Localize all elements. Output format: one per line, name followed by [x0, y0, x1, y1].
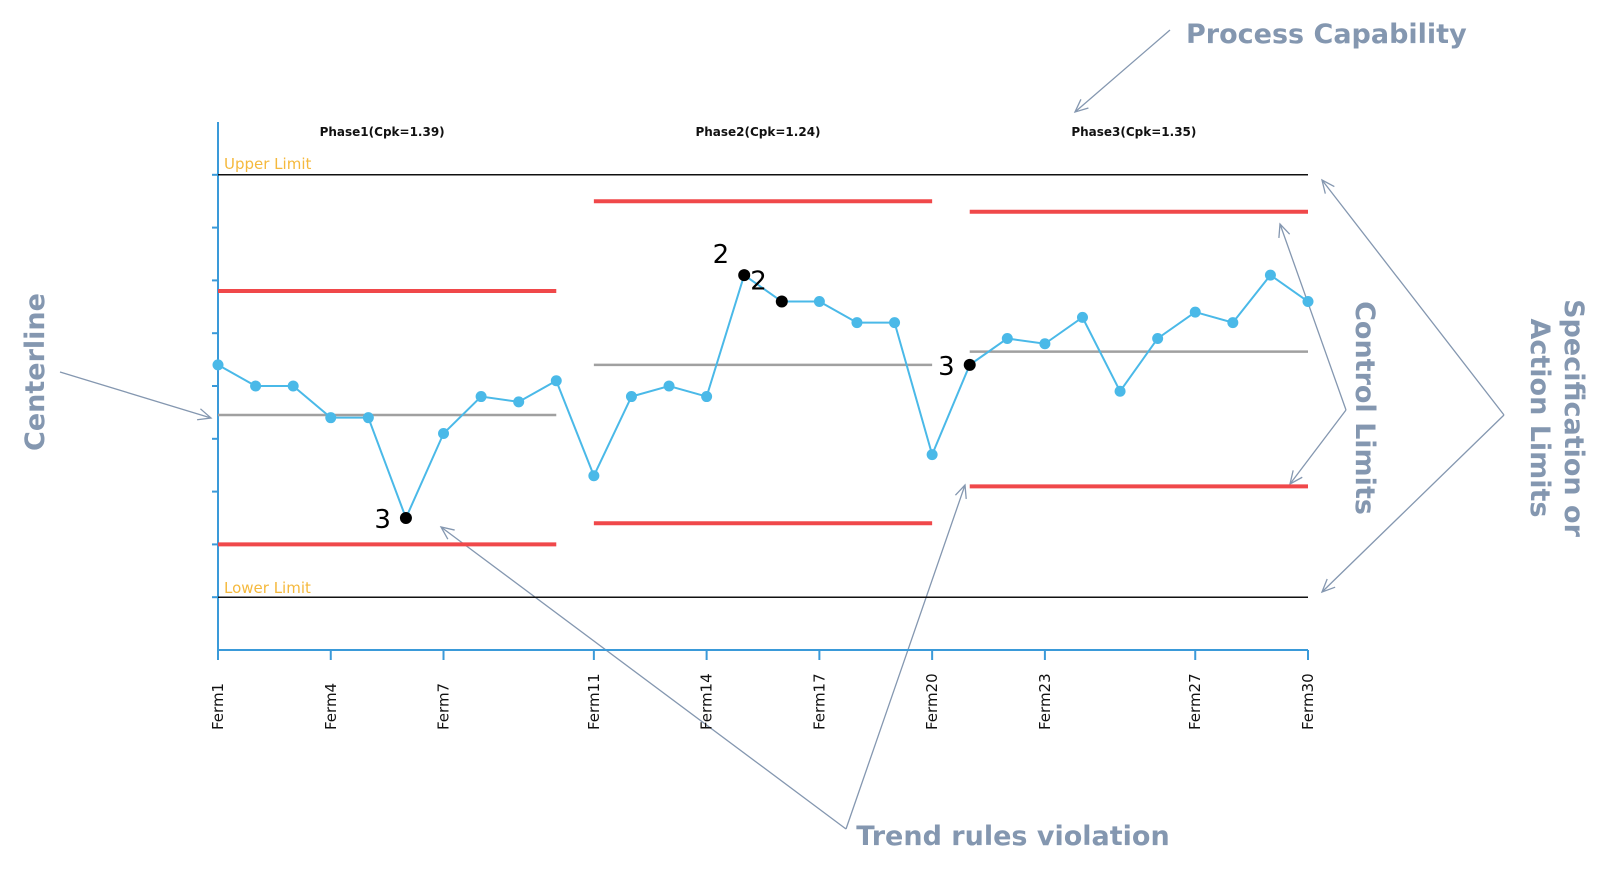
arrowhead: [1321, 178, 1335, 194]
annotation-arrow: [1321, 179, 1505, 416]
data-point: [1302, 296, 1314, 308]
trend-rules-label: Trend rules violation: [856, 821, 1169, 852]
annotation-arrow: [59, 371, 212, 419]
data-point: [1227, 317, 1239, 329]
arrowhead: [197, 408, 213, 421]
annotation-arrow: [440, 526, 847, 830]
data-point: [1076, 311, 1088, 323]
x-tick-label: Ferm30: [1299, 673, 1317, 730]
arrowhead: [439, 526, 455, 540]
data-point: [588, 470, 600, 482]
x-tick-label: Ferm27: [1186, 673, 1204, 730]
data-point: [475, 391, 487, 403]
x-tick-label: Ferm17: [810, 673, 828, 730]
violation-label: 3: [938, 352, 955, 382]
control-limits-label: Control Limits: [1349, 301, 1380, 515]
chart-axes: Ferm1 Ferm4 Ferm7 Ferm11 Ferm14 Ferm17 Ferm20 F…: [209, 122, 1317, 730]
upper-limit-label: Upper Limit: [224, 155, 311, 173]
data-series: [212, 269, 1314, 524]
data-point: [287, 380, 299, 392]
arrowhead: [1278, 222, 1291, 239]
arrowhead: [1320, 578, 1336, 594]
data-point: [625, 391, 637, 403]
violation-point: [775, 295, 788, 308]
annotation-arrow: [845, 484, 966, 830]
lower-limit-label: Lower Limit: [224, 579, 311, 597]
x-tick-label: Ferm1: [209, 683, 227, 730]
data-point: [325, 412, 337, 424]
data-point: [550, 375, 562, 387]
violation-label: 3: [374, 505, 391, 535]
series-line: [555, 380, 595, 477]
data-point: [362, 412, 374, 424]
violation-point: [963, 358, 976, 371]
phase-title: Phase3(Cpk=1.35): [1071, 125, 1196, 139]
violation-point: [399, 512, 412, 524]
spec-limits-label: Action Limits: [1524, 318, 1555, 517]
data-point: [851, 317, 863, 329]
annotation-arrows: [59, 29, 1505, 830]
data-point: [250, 380, 262, 392]
data-point: [889, 317, 901, 329]
x-tick-label: Ferm11: [585, 673, 603, 730]
data-point: [1114, 385, 1126, 397]
x-tick-label: Ferm14: [698, 673, 716, 730]
arrowhead: [954, 483, 967, 500]
chart-text: Upper Limit Lower Limit Phase1(Cpk=1.39) Ph…: [20, 19, 1589, 852]
process-capability-label: Process Capability: [1186, 19, 1467, 50]
data-point: [701, 391, 713, 403]
series-line: [217, 364, 557, 521]
x-tick-label: Ferm7: [435, 683, 453, 730]
series-line: [969, 273, 1309, 394]
x-tick-label: Ferm23: [1036, 673, 1054, 730]
phase-title: Phase1(Cpk=1.39): [320, 125, 445, 139]
data-point: [1001, 332, 1013, 344]
data-point: [438, 428, 450, 440]
phase-title: Phase2(Cpk=1.24): [695, 125, 820, 139]
data-point: [1152, 332, 1164, 344]
series-line: [592, 273, 934, 477]
arrowhead: [1289, 470, 1303, 486]
annotation-arrow: [1279, 223, 1347, 411]
limit-lines: [218, 174, 1308, 598]
data-point: [926, 449, 938, 461]
data-point: [1264, 269, 1276, 281]
data-point: [513, 396, 525, 408]
arrowhead: [1073, 99, 1089, 114]
data-point: [813, 296, 825, 308]
x-tick-label: Ferm4: [322, 683, 340, 730]
series-line: [931, 364, 971, 456]
centerline-label: Centerline: [20, 293, 51, 451]
data-point: [212, 359, 224, 371]
violation-point: [738, 269, 751, 282]
violation-label: 2: [750, 267, 767, 297]
annotation-arrow: [1074, 29, 1171, 113]
violation-label: 2: [713, 240, 730, 270]
data-point: [663, 380, 675, 392]
data-point: [1039, 338, 1051, 350]
data-point: [1189, 306, 1201, 318]
annotation-arrow: [1289, 409, 1347, 485]
annotation-arrow: [1321, 414, 1505, 593]
x-tick-label: Ferm20: [923, 673, 941, 730]
spec-limits-label: Specification or: [1558, 299, 1589, 537]
